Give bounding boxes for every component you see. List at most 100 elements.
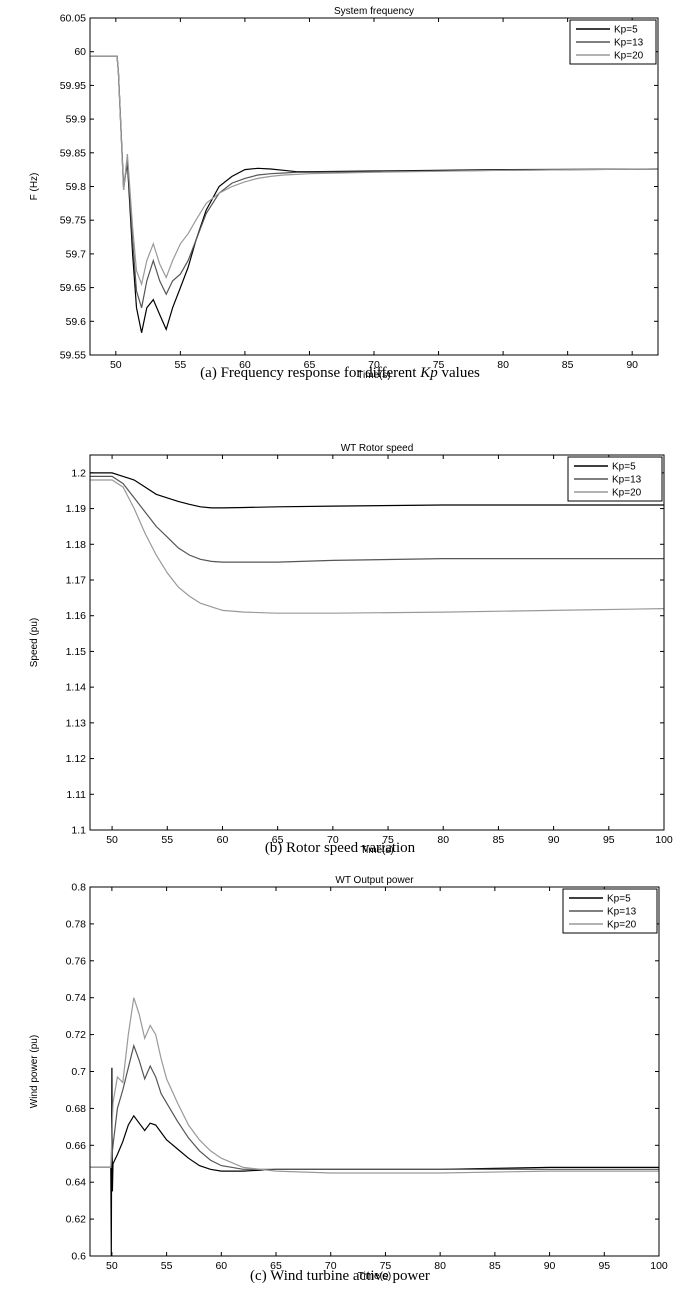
y-tick-label: 1.2 (71, 467, 86, 479)
y-tick-label: 1.11 (66, 789, 86, 801)
y-tick-label: 1.13 (66, 717, 87, 729)
x-axis-label: Time(s) (360, 845, 394, 856)
x-tick-label: 85 (493, 834, 505, 846)
series-line-kp-20 (90, 997, 659, 1174)
figure-caption: (a) Frequency response for different Kp … (200, 365, 480, 381)
x-tick-label: 90 (626, 359, 638, 371)
x-tick-label: 55 (161, 834, 173, 846)
series-line-kp-20 (90, 55, 658, 287)
x-axis-label: Time(s) (357, 370, 391, 381)
y-tick-label: 0.76 (66, 955, 87, 967)
caption-part: (b) Rotor speed variation (265, 840, 416, 856)
x-tick-label: 65 (272, 834, 284, 846)
caption-part: (c) Wind turbine active power (250, 1268, 430, 1284)
y-tick-label: 59.65 (60, 282, 86, 294)
x-tick-label: 75 (380, 1260, 392, 1272)
x-tick-label: 60 (239, 359, 251, 371)
legend: Kp=5 Kp=13 Kp=20 (562, 888, 658, 934)
x-axis-label: Time(s) (358, 1271, 392, 1282)
y-tick-label: 59.8 (66, 181, 87, 193)
x-tick-label: 75 (382, 834, 394, 846)
plot-frame (89, 454, 665, 831)
x-tick-label: 80 (497, 359, 509, 371)
y-tick-label: 0.72 (66, 1029, 87, 1041)
x-tick-label: 75 (433, 359, 445, 371)
y-tick-label: 0.64 (66, 1177, 87, 1189)
caption-part: (a) Frequency response for different (200, 365, 420, 381)
y-tick-label: 59.7 (66, 248, 87, 260)
chart-panel-2: WT Rotor speed 50 55 60 65 70 75 80 85 90 95 100 1.1… (29, 443, 673, 856)
series-line-kp-5 (90, 55, 658, 333)
y-tick-label: 60.05 (60, 13, 86, 25)
x-tick-label: 70 (325, 1260, 337, 1272)
x-tick-label: 55 (175, 359, 187, 371)
x-tick-label: 70 (368, 359, 380, 371)
series-line-kp-13 (90, 475, 664, 563)
x-tick-label: 60 (215, 1260, 227, 1272)
y-tick-label: 60 (74, 46, 86, 58)
figure-caption: (c) Wind turbine active power (250, 1268, 430, 1284)
x-tick-label: 95 (603, 834, 615, 846)
x-tick-label: 85 (489, 1260, 501, 1272)
y-tick-label: 0.74 (66, 992, 87, 1004)
x-tick-label: 50 (106, 1260, 118, 1272)
series-line-kp-13 (90, 55, 658, 308)
caption-part: values (438, 365, 480, 381)
x-tick-label: 50 (110, 359, 122, 371)
chart-title: WT Output power (335, 875, 414, 886)
caption-part: Kp (419, 365, 438, 381)
y-tick-label: 59.55 (60, 350, 86, 362)
y-axis-label: Speed (pu) (29, 618, 40, 667)
plot-frame (89, 17, 659, 356)
y-tick-label: 0.68 (66, 1103, 87, 1115)
series-line-kp-5 (90, 1067, 659, 1256)
y-tick-label: 0.8 (71, 882, 86, 894)
y-tick-label: 1.12 (66, 753, 87, 765)
series-line-kp-5 (90, 472, 664, 509)
y-tick-label: 0.6 (71, 1251, 86, 1263)
x-tick-label: 100 (650, 1260, 668, 1272)
legend-label: Kp=20 (607, 920, 637, 931)
x-tick-label: 50 (106, 834, 118, 846)
legend-label: Kp=13 (614, 38, 644, 49)
x-tick-label: 100 (655, 834, 673, 846)
y-tick-label: 1.1 (71, 825, 86, 837)
chart-title: System frequency (334, 6, 414, 17)
x-tick-label: 90 (548, 834, 560, 846)
series-line-kp-13 (90, 1043, 659, 1170)
y-tick-label: 0.78 (66, 918, 87, 930)
chart-title: WT Rotor speed (341, 443, 414, 454)
x-tick-label: 65 (304, 359, 316, 371)
legend-label: Kp=20 (612, 488, 642, 499)
y-tick-label: 59.95 (60, 80, 86, 92)
legend-label: Kp=5 (607, 894, 631, 905)
y-axis-label: Wind power (pu) (29, 1035, 40, 1108)
x-tick-label: 85 (562, 359, 574, 371)
x-tick-label: 80 (434, 1260, 446, 1272)
x-tick-label: 55 (161, 1260, 173, 1272)
figure-caption: (b) Rotor speed variation (265, 840, 416, 856)
legend-label: Kp=5 (614, 25, 638, 36)
chart-panel-1: System frequency 50 55 60 65 70 75 80 85 90 59.55 5… (29, 6, 659, 381)
legend-label: Kp=5 (612, 462, 636, 473)
x-tick-label: 60 (217, 834, 229, 846)
y-axis-label: F (Hz) (29, 173, 40, 201)
legend-label: Kp=13 (612, 475, 642, 486)
y-tick-label: 1.16 (66, 610, 87, 622)
series-line-kp-20 (90, 479, 664, 614)
y-tick-label: 0.66 (66, 1140, 87, 1152)
x-tick-label: 65 (270, 1260, 282, 1272)
legend-label: Kp=13 (607, 907, 637, 918)
legend: Kp=5 Kp=13 Kp=20 (567, 456, 663, 502)
y-tick-label: 59.85 (60, 147, 86, 159)
legend: Kp=5 Kp=13 Kp=20 (569, 19, 657, 65)
x-tick-label: 80 (437, 834, 449, 846)
y-tick-label: 59.75 (60, 215, 86, 227)
x-tick-label: 70 (327, 834, 339, 846)
y-tick-label: 1.15 (66, 646, 87, 658)
x-tick-label: 95 (598, 1260, 610, 1272)
y-tick-label: 0.62 (66, 1214, 87, 1226)
y-tick-label: 1.17 (66, 575, 87, 587)
y-tick-label: 59.9 (66, 114, 87, 126)
